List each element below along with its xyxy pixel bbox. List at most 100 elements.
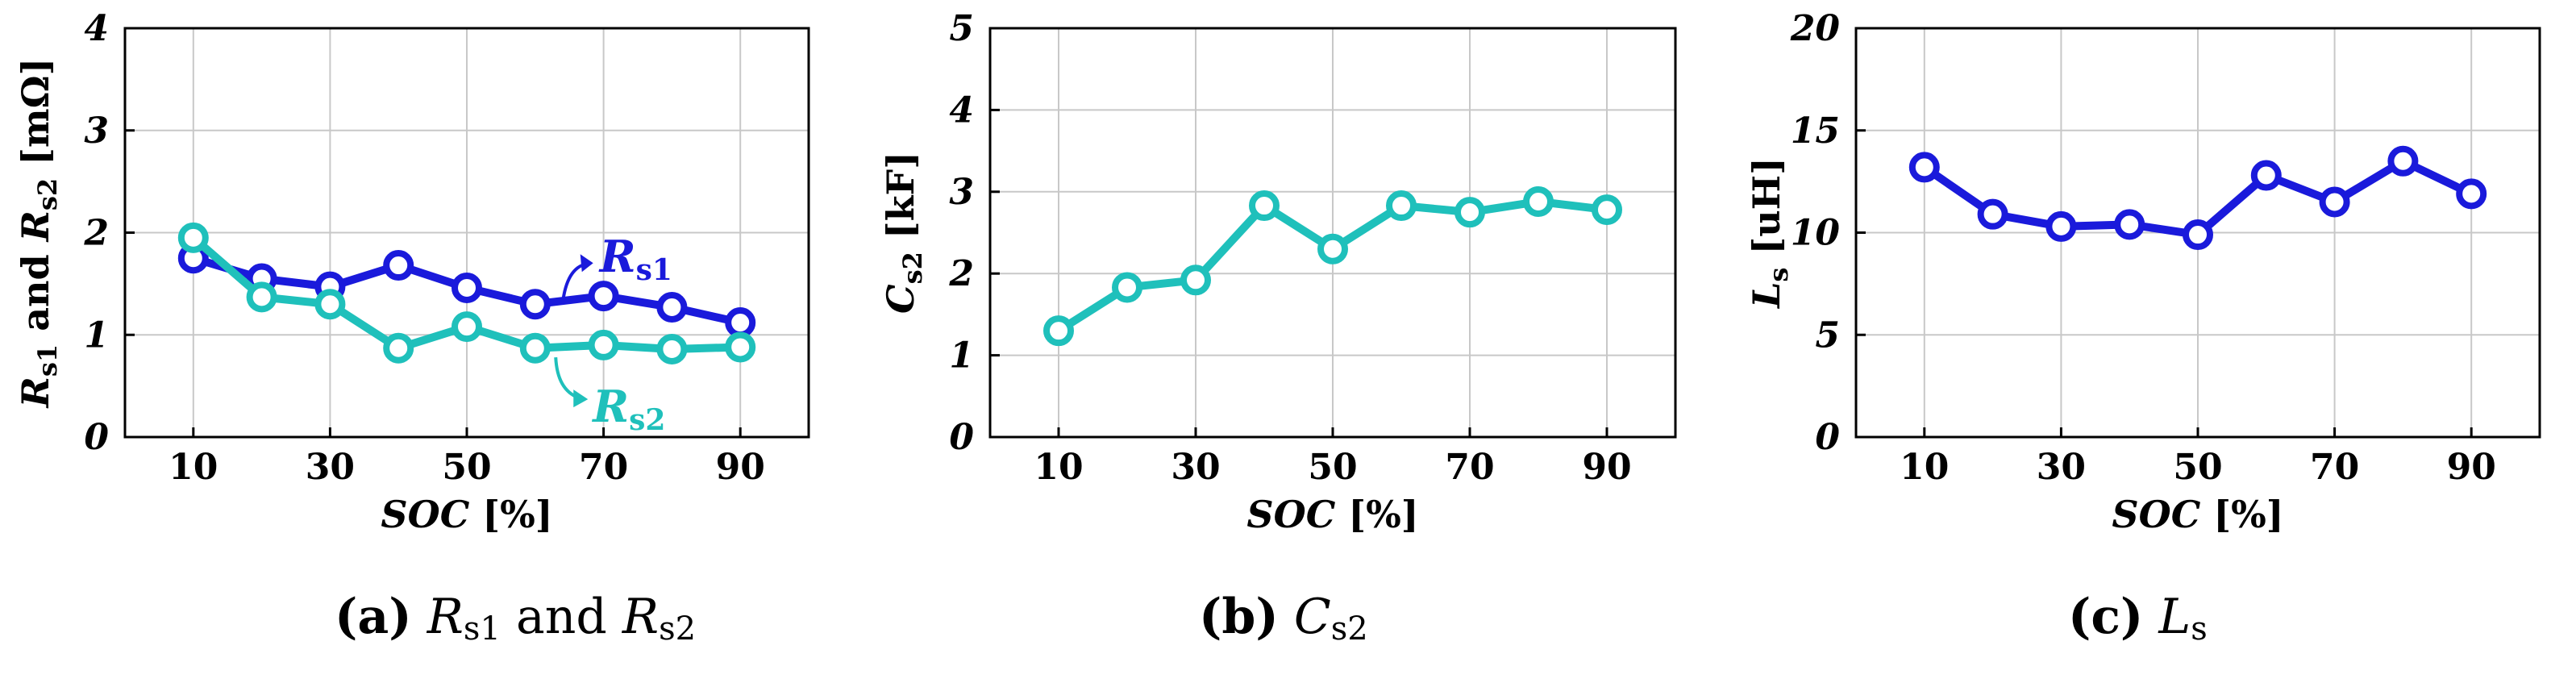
y-axis-label-part: and	[14, 241, 57, 344]
data-point	[2183, 219, 2213, 251]
data-point	[1454, 197, 1485, 228]
y-axis-label-part: L	[1745, 282, 1788, 310]
y-tick-label: 5	[1815, 314, 1840, 356]
x-axis-label: SOC [%]	[2112, 493, 2283, 536]
y-tick-label: 2	[948, 253, 974, 294]
y-tick-label: 0	[84, 417, 109, 458]
data-point	[1112, 272, 1142, 303]
y-tick-label: 1	[949, 335, 974, 377]
y-tick-label: 4	[949, 90, 974, 131]
caption-part: s2	[1331, 610, 1368, 648]
data-point	[2387, 145, 2419, 177]
data-point	[1317, 233, 1348, 264]
panel-c: 10 30 50 70 90 0 5 10 15 20 SOC [%] Ls [uH] (c) Ls	[1745, 8, 2541, 648]
data-point	[383, 332, 414, 364]
rs2-arrowhead	[573, 389, 589, 408]
y-axis-label-part: [kF]	[879, 152, 922, 252]
y-tick-label: 3	[84, 110, 109, 152]
y-axis-label-part: s	[1763, 268, 1794, 282]
y-tick-label: 0	[1815, 417, 1840, 458]
x-tick-label: 10	[1900, 447, 1949, 488]
data-point	[656, 333, 688, 364]
caption-part: L	[2158, 589, 2191, 645]
x-tick-label: 10	[1034, 447, 1083, 488]
data-point	[725, 307, 756, 339]
rs2-label-sub: s2	[629, 403, 665, 437]
data-point	[2045, 210, 2077, 242]
caption-letter: (c)	[2068, 589, 2143, 645]
caption-part: s	[2191, 610, 2208, 648]
x-tick-label: 70	[1445, 447, 1494, 488]
x-tick-label: 90	[2447, 447, 2496, 488]
x-axis-label-unit: [%]	[2200, 493, 2283, 536]
caption-letter: (a)	[335, 589, 412, 645]
data-point	[1977, 198, 2008, 230]
data-point	[656, 292, 688, 323]
y-axis-label: Cs2 [kF]	[879, 152, 928, 314]
data-point	[1592, 194, 1622, 226]
data-point	[725, 331, 756, 363]
x-axis-label-main: SOC	[2112, 493, 2200, 536]
x-axis-label-main: SOC	[381, 493, 469, 536]
y-tick-label: 4	[84, 8, 109, 49]
y-tick-label: 3	[949, 172, 974, 213]
y-tick-label: 5	[949, 8, 974, 49]
caption-space	[2143, 589, 2158, 645]
panel-caption: (c) Ls	[2068, 589, 2208, 648]
x-axis-label-main: SOC	[1246, 493, 1335, 536]
data-point	[1386, 190, 1417, 222]
data-point	[314, 289, 346, 320]
y-axis-label-part: s1	[32, 344, 63, 377]
rs1-label: Rs1	[598, 231, 672, 287]
data-point	[452, 272, 482, 303]
data-point	[1180, 264, 1211, 296]
rs1-label-main: R	[598, 231, 636, 282]
y-tick-label: 1	[84, 314, 109, 356]
rs1-label-sub: s1	[636, 253, 672, 287]
x-tick-label: 10	[169, 447, 218, 488]
data-point	[2250, 160, 2282, 191]
panel-caption: (a) Rs1 and Rs2	[335, 589, 696, 648]
y-axis-label-part: R	[14, 377, 57, 409]
data-point	[246, 281, 277, 313]
data-point	[2319, 186, 2350, 218]
caption-space	[412, 589, 427, 645]
rs2-label: Rs2	[591, 381, 665, 437]
data-point	[1523, 185, 1554, 217]
rs2-label-main: R	[591, 381, 629, 432]
x-tick-label: 30	[1171, 447, 1220, 488]
y-axis-label: Rs1 and Rs2 [mΩ]	[14, 58, 63, 410]
x-tick-label: 70	[579, 447, 628, 488]
data-point	[452, 311, 482, 343]
caption-part: R	[427, 589, 464, 645]
y-axis-label-part: R	[14, 210, 57, 243]
data-point	[519, 332, 551, 364]
data-point	[2114, 209, 2145, 240]
y-tick-label: 2	[83, 213, 109, 254]
y-axis-label-part: s2	[897, 252, 928, 284]
y-axis-label-part: s2	[32, 178, 63, 210]
y-axis-label-part: [uH]	[1745, 157, 1788, 267]
panel-a: 10 30 50 70 90 0 1 2 3 4 SOC [%] Rs1 and Rs2 [mΩ] (a…	[14, 8, 810, 648]
x-tick-label: 50	[1308, 447, 1357, 488]
y-tick-label: 15	[1791, 110, 1840, 152]
panel-caption: (b) Cs2	[1199, 589, 1368, 648]
caption-part: and	[501, 589, 622, 645]
x-tick-label: 50	[442, 447, 491, 488]
rs1-arrowhead	[580, 254, 593, 273]
x-axis-label-unit: [%]	[1335, 493, 1418, 536]
y-axis-label-part: [mΩ]	[14, 58, 57, 178]
y-axis-label: Ls [uH]	[1745, 157, 1794, 310]
x-tick-label: 30	[2037, 447, 2086, 488]
x-axis-label: SOC [%]	[1246, 493, 1418, 536]
data-point	[1043, 315, 1074, 347]
caption-part: s1	[464, 610, 501, 648]
data-point	[519, 289, 551, 320]
data-point	[383, 250, 414, 281]
x-tick-label: 30	[306, 447, 355, 488]
data-point	[588, 329, 619, 360]
data-point	[1249, 190, 1280, 222]
x-tick-label: 90	[716, 447, 765, 488]
